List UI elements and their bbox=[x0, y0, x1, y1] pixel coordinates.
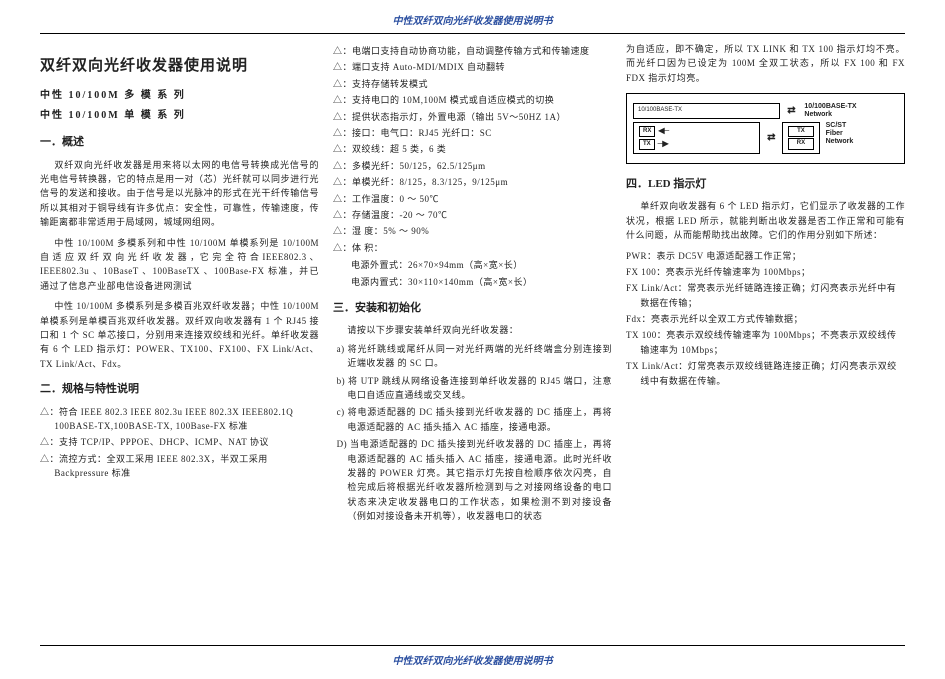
dg-box-label: 10/100BASE-TX bbox=[638, 106, 775, 116]
dg-tx-label: TX bbox=[639, 139, 655, 151]
spec-item: 支持存储转发模式 bbox=[333, 77, 612, 91]
dg-port-box: RX ◀─ TX ─▶ bbox=[633, 122, 760, 154]
spec-item: 接口：电气口：RJ45 光纤口：SC bbox=[333, 126, 612, 140]
spec-item: 符合 IEEE 802.3 IEEE 802.3u IEEE 802.3X IE… bbox=[40, 405, 319, 434]
led-desc: TX Link/Act：灯常亮表示双绞线链路连接正确；灯闪亮表示双绞线中有数据在… bbox=[640, 359, 905, 388]
section-1-p3: 中性 10/100M 多模系列是多模百兆双纤收发器；中性 10/100M 单模系… bbox=[40, 299, 319, 371]
install-step: c) 将电源适配器的 DC 插头接到光纤收发器的 DC 插座上，再将电源适配器的… bbox=[347, 405, 612, 434]
dg-link: ⇄ bbox=[764, 122, 778, 154]
spec-item: 支持电口的 10M,100M 模式或自适应模式的切换 bbox=[333, 93, 612, 107]
dg-left-network: 10/100BASE-TXNetwork bbox=[802, 103, 898, 119]
spec-item: 流控方式：全双工采用 IEEE 802.3X，半双工采用 Backpressur… bbox=[40, 452, 319, 481]
page-header: 中性双纤双向光纤收发器使用说明书 bbox=[40, 0, 905, 34]
led-desc: TX 100：亮表示双绞线传输速率为 100Mbps；不亮表示双绞线传输速率为 … bbox=[640, 328, 905, 357]
dg-device-box: 10/100BASE-TX bbox=[633, 103, 780, 119]
series-line-2: 中性 10/100M 单 模 系 列 bbox=[40, 108, 319, 124]
columns: 双纤双向光纤收发器使用说明 中性 10/100M 多 模 系 列 中性 10/1… bbox=[0, 42, 945, 637]
column-1: 双纤双向光纤收发器使用说明 中性 10/100M 多 模 系 列 中性 10/1… bbox=[40, 42, 319, 637]
led-desc: FX Link/Act：常亮表示光纤链路连接正确；灯闪亮表示光纤中有数据在传输； bbox=[640, 281, 905, 310]
install-step: D) 当电源适配器的 DC 插头接到光纤收发器的 DC 插座上，再将电源适配器的… bbox=[347, 437, 612, 523]
section-1-p2: 中性 10/100M 多模系列和中性 10/100M 单模系列是 10/100M… bbox=[40, 236, 319, 294]
dimension-int: 电源内置式：30×110×140mm（高×宽×长） bbox=[351, 275, 612, 289]
dg-rx-label: RX bbox=[639, 126, 655, 138]
arrow-icon: ─▶ bbox=[658, 138, 668, 151]
spec-item: 工作温度：0 ～ 50℃ bbox=[333, 192, 612, 206]
dg-fiber-port: TX RX bbox=[782, 122, 819, 154]
spec-item: 支持 TCP/IP、PPPOE、DHCP、ICMP、NAT 协议 bbox=[40, 435, 319, 449]
section-1-heading: 一．概述 bbox=[40, 134, 319, 152]
spec-item: 提供状态指示灯，外置电源（输出 5V～50HZ 1A） bbox=[333, 110, 612, 124]
series-line-1: 中性 10/100M 多 模 系 列 bbox=[40, 88, 319, 104]
section-3-intro: 请按以下步骤安装单纤双向光纤收发器： bbox=[347, 323, 612, 337]
section-3-heading: 三．安装和初始化 bbox=[333, 300, 612, 318]
spec-item: 端口支持 Auto-MDI/MDIX 自动翻转 bbox=[333, 60, 612, 74]
section-4-heading: 四．LED 指示灯 bbox=[626, 176, 905, 194]
dg-tx-label: TX bbox=[788, 126, 813, 138]
spec-item: 双绞线：超 5 类，6 类 bbox=[333, 142, 612, 156]
dimension-ext: 电源外置式：26×70×94mm（高×宽×长） bbox=[351, 258, 612, 272]
section-2-heading: 二．规格与特性说明 bbox=[40, 381, 319, 399]
install-step: b) 将 UTP 跳线从网络设备连接到单纤收发器的 RJ45 端口，注意电口自适… bbox=[347, 374, 612, 403]
spec-item: 存储温度：-20 ～ 70℃ bbox=[333, 208, 612, 222]
spec-item: 多模光纤：50/125，62.5/125μm bbox=[333, 159, 612, 173]
spec-item: 电端口支持自动协商功能，自动调整传输方式和传输速度 bbox=[333, 44, 612, 58]
install-step: a) 将光纤跳线或尾纤从同一对光纤两端的光纤终端盒分别连接到近端收发器 的 SC… bbox=[347, 342, 612, 371]
spec-item: 单模光纤：8/125，8.3/125，9/125μm bbox=[333, 175, 612, 189]
led-desc: FX 100：亮表示光纤传输速率为 100Mbps； bbox=[640, 265, 905, 279]
section-1-p1: 双纤双向光纤收发器是用来将以太网的电信号转换成光信号的光电信号转换器，它的特点是… bbox=[40, 158, 319, 230]
arrow-icon: ◀─ bbox=[658, 125, 668, 138]
connection-diagram: 10/100BASE-TX ⇄ 10/100BASE-TXNetwork RX … bbox=[626, 93, 905, 164]
page-footer: 中性双纤双向光纤收发器使用说明书 bbox=[40, 645, 905, 679]
doc-title: 双纤双向光纤收发器使用说明 bbox=[40, 54, 319, 78]
led-desc: Fdx：亮表示光纤以全双工方式传输数据； bbox=[640, 312, 905, 326]
dg-rx-label: RX bbox=[788, 138, 813, 150]
section-4-intro: 单纤双向收发器有 6 个 LED 指示灯，它们显示了收发器的工作状况，根据 LE… bbox=[626, 199, 905, 242]
column-2: 电端口支持自动协商功能，自动调整传输方式和传输速度 端口支持 Auto-MDI/… bbox=[333, 42, 612, 637]
led-desc: PWR：表示 DC5V 电源适配器工作正常； bbox=[640, 249, 905, 263]
col3-top-paragraph: 为自适应，即不确定，所以 TX LINK 和 TX 100 指示灯均不亮。而光纤… bbox=[626, 42, 905, 85]
spec-item: 湿 度：5% ～ 90% bbox=[333, 224, 612, 238]
dg-link: ⇄ bbox=[784, 103, 798, 119]
dg-right-network: SC/STFiberNetwork bbox=[824, 122, 898, 154]
column-3: 为自适应，即不确定，所以 TX LINK 和 TX 100 指示灯均不亮。而光纤… bbox=[626, 42, 905, 637]
spec-item: 体 积： bbox=[333, 241, 612, 255]
